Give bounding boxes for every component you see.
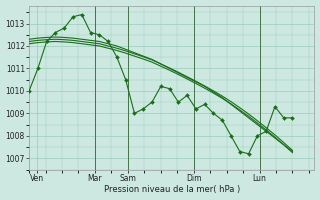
X-axis label: Pression niveau de la mer( hPa ): Pression niveau de la mer( hPa ) — [104, 185, 240, 194]
